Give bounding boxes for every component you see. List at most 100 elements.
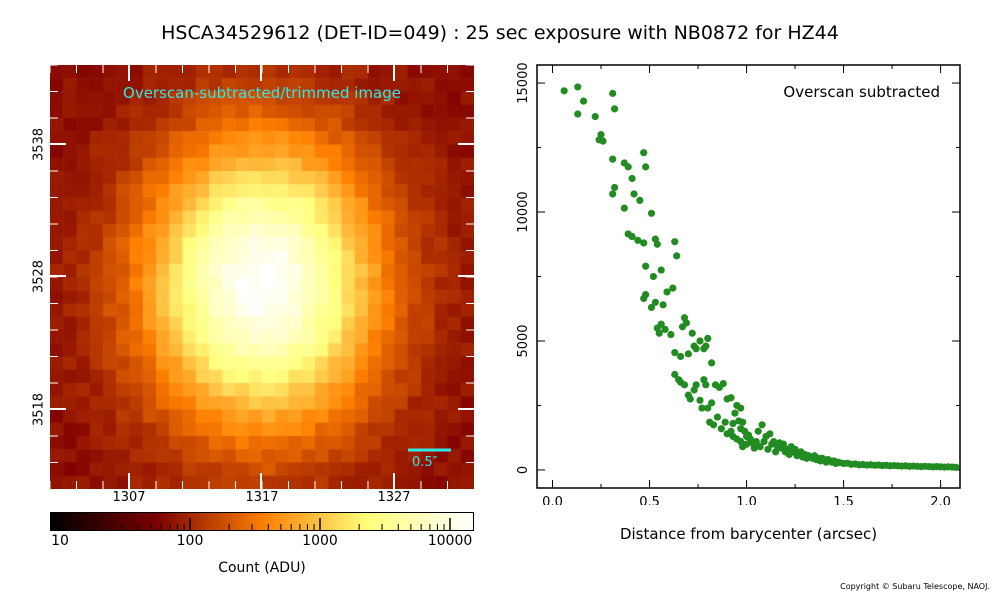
data-point bbox=[620, 204, 628, 212]
data-point bbox=[642, 290, 650, 299]
colorbar-ticks bbox=[59, 518, 451, 531]
image-y-tick-label: 3538 bbox=[31, 127, 47, 162]
data-point bbox=[653, 240, 661, 248]
data-point bbox=[750, 444, 758, 452]
colorbar-tick-label: 100 bbox=[176, 533, 204, 549]
data-point bbox=[680, 381, 689, 389]
y-tick-label: 5000 bbox=[516, 324, 531, 357]
y-tick-label: 15000 bbox=[516, 62, 531, 103]
data-point bbox=[591, 112, 599, 121]
data-point bbox=[764, 445, 772, 453]
data-point bbox=[671, 370, 679, 379]
data-point bbox=[673, 252, 681, 260]
data-point bbox=[737, 404, 745, 412]
data-point bbox=[682, 319, 691, 327]
image-y-tick-label: 3518 bbox=[31, 392, 47, 427]
y-tick-label: 10000 bbox=[516, 191, 531, 232]
x-tick-label: 2.0 bbox=[930, 495, 951, 505]
data-point bbox=[708, 359, 716, 367]
data-point bbox=[667, 330, 675, 339]
detector-image bbox=[50, 65, 474, 489]
data-point bbox=[649, 272, 658, 281]
data-point bbox=[574, 83, 582, 91]
data-point bbox=[709, 421, 718, 429]
data-point bbox=[636, 196, 644, 205]
data-point bbox=[599, 137, 607, 145]
image-x-tick-label: 1307 bbox=[112, 490, 146, 505]
data-point bbox=[684, 350, 692, 358]
data-point bbox=[657, 266, 665, 274]
image-label: Overscan-subtracted/trimmed image bbox=[123, 84, 401, 102]
data-point bbox=[560, 87, 568, 95]
chart-annotation: Overscan subtracted bbox=[783, 83, 940, 101]
scale-bar-label: 0.5″ bbox=[412, 455, 438, 470]
data-point bbox=[574, 110, 582, 118]
data-point bbox=[663, 288, 671, 296]
data-point bbox=[628, 174, 636, 183]
data-point bbox=[779, 440, 788, 448]
colorbar-gradient bbox=[50, 512, 474, 531]
image-x-tick-label: 1327 bbox=[377, 490, 411, 505]
data-point bbox=[661, 325, 669, 333]
image-x-tick-label: 1317 bbox=[245, 490, 279, 505]
plot-frame bbox=[536, 64, 961, 489]
data-point bbox=[696, 337, 704, 345]
colorbar bbox=[50, 512, 474, 531]
data-point bbox=[657, 320, 665, 328]
data-point bbox=[655, 329, 663, 337]
data-point bbox=[952, 463, 960, 471]
data-point bbox=[766, 430, 774, 438]
data-point bbox=[597, 131, 605, 139]
x-tick-label: 1.0 bbox=[736, 495, 757, 505]
data-point bbox=[713, 413, 722, 421]
data-point bbox=[754, 427, 762, 435]
data-point bbox=[770, 437, 778, 446]
y-tick-label: 0 bbox=[516, 466, 531, 474]
data-point bbox=[702, 342, 710, 350]
data-point bbox=[609, 155, 617, 163]
data-point bbox=[628, 232, 636, 241]
data-point bbox=[640, 149, 648, 157]
data-point bbox=[669, 284, 677, 292]
data-point bbox=[704, 334, 712, 343]
data-point bbox=[688, 329, 696, 337]
image-y-tick-label: 3528 bbox=[31, 259, 47, 294]
x-tick-label: 0.0 bbox=[542, 495, 563, 505]
data-point bbox=[717, 425, 725, 433]
data-point bbox=[659, 301, 667, 309]
x-axis-label: Distance from barycenter (arcsec) bbox=[619, 525, 878, 543]
data-point bbox=[686, 395, 694, 403]
data-point bbox=[676, 352, 685, 361]
data-point bbox=[609, 89, 617, 97]
data-point bbox=[719, 379, 727, 388]
data-point bbox=[579, 97, 588, 105]
colorbar-tick-label: 1000 bbox=[302, 533, 338, 549]
image-axes-overlay bbox=[50, 65, 474, 489]
data-point bbox=[698, 404, 706, 412]
data-point bbox=[756, 443, 764, 451]
radial-profile-chart: 0.0 0.5 1.0 1.5 2.0 0 5000 10000 15000 Overscan s… bbox=[516, 62, 961, 505]
data-point bbox=[692, 381, 700, 389]
data-point bbox=[742, 440, 751, 448]
data-point bbox=[640, 239, 648, 247]
data-point bbox=[704, 404, 712, 412]
data-point bbox=[729, 419, 737, 428]
data-point bbox=[642, 262, 650, 270]
data-point bbox=[758, 421, 766, 429]
data-point bbox=[708, 399, 716, 407]
colorbar-tick-label: 10 bbox=[51, 533, 69, 549]
data-point bbox=[731, 409, 739, 417]
data-point bbox=[696, 396, 704, 404]
data-point bbox=[651, 298, 659, 306]
data-point bbox=[671, 238, 679, 246]
data-point bbox=[611, 105, 619, 113]
data-point bbox=[702, 381, 710, 389]
colorbar-tick-label: 10000 bbox=[427, 533, 473, 549]
data-point bbox=[624, 163, 632, 171]
data-point bbox=[634, 236, 642, 244]
detector-image-panel bbox=[50, 65, 474, 489]
data-point bbox=[739, 418, 747, 426]
data-point bbox=[642, 163, 650, 171]
data-point bbox=[721, 418, 729, 426]
data-point bbox=[647, 209, 656, 217]
